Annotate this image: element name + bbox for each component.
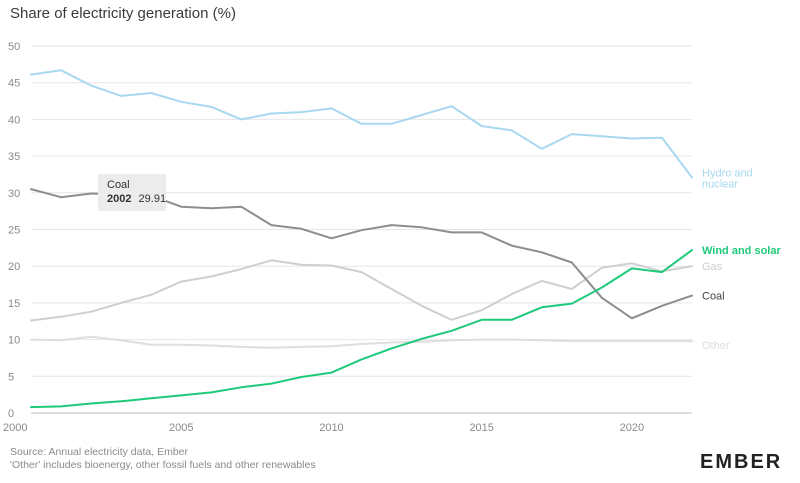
series-label-line: Other [702,340,730,352]
y-tick-label: 10 [8,335,20,347]
y-tick-label: 5 [8,371,14,383]
other-note: 'Other' includes bioenergy, other fossil… [10,459,316,471]
source-note: Source: Annual electricity data, Ember [10,446,189,458]
tooltip-series: Coal [107,179,130,191]
x-tick-label: 2015 [469,422,493,434]
series-line-wind-and-solar [30,249,693,409]
series-label: Coal [702,291,725,303]
series-label: Other [702,340,730,352]
y-tick-label: 20 [8,261,20,273]
y-tick-label: 50 [8,41,20,53]
tooltip-value-line: 2002 29.91 [107,193,166,205]
series-labels: Other Gas Hydro and nuclear Coal Wind and sol… [702,167,781,352]
tooltip-box [98,174,166,211]
y-tick-label: 25 [8,225,20,237]
x-tick-label: 2005 [169,422,193,434]
y-tick-label: 0 [8,408,14,420]
series-label: Hydro and nuclear [702,167,753,190]
x-tick-label: 2000 [3,422,27,434]
series-lines [30,69,693,409]
x-axis: 2000 2005 2010 2015 2020 [3,422,644,434]
series-line-hydro-and-nuclear [30,69,693,179]
y-tick-label: 45 [8,78,20,90]
series-line-other [30,335,693,349]
tooltip-year: 2002 [107,193,131,205]
y-tick-label: 15 [8,298,20,310]
series-label-line: Wind and solar [702,245,781,257]
series-line-gas [30,259,693,322]
series-label-line: nuclear [702,178,738,190]
x-tick-label: 2010 [319,422,343,434]
series-label: Gas [702,261,723,273]
y-tick-label: 30 [8,188,20,200]
series-label-line: Hydro and [702,167,753,179]
x-tick-label: 2020 [620,422,644,434]
y-tick-label: 40 [8,114,20,126]
y-axis: 0 5 10 15 20 25 30 35 40 45 50 [8,41,20,420]
y-tick-label: 35 [8,151,20,163]
series-label: Wind and solar [702,245,781,257]
tooltip-value: 29.91 [139,193,167,205]
series-label-line: Gas [702,261,723,273]
ember-logo: EMBER [700,451,782,473]
tooltip: Coal 2002 29.91 [98,174,166,211]
series-label-line: Coal [702,291,725,303]
chart-title: Share of electricity generation (%) [10,5,236,22]
